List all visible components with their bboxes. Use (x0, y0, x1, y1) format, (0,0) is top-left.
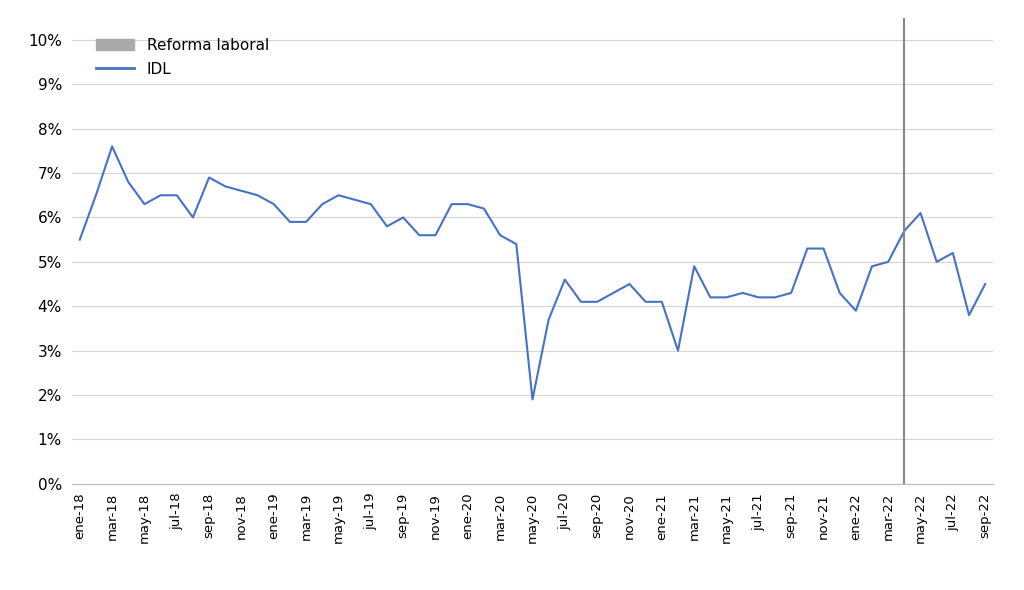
Legend: Reforma laboral, IDL: Reforma laboral, IDL (88, 30, 276, 84)
